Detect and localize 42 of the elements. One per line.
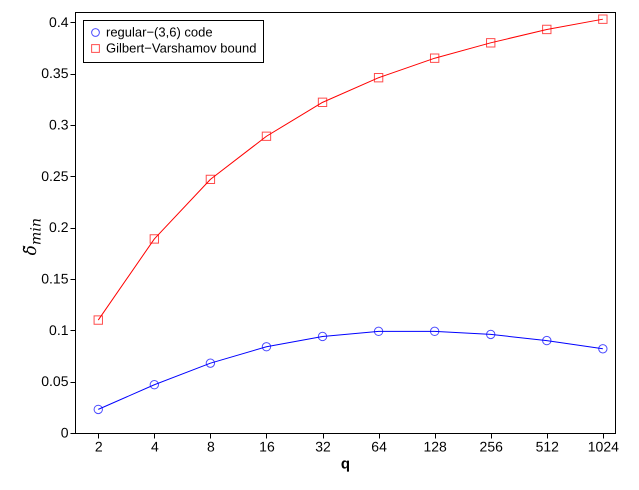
- x-tick-label: 512: [536, 438, 560, 454]
- point: [598, 344, 608, 354]
- point: [94, 404, 103, 414]
- x-tick-label: 2: [94, 438, 103, 454]
- point: [542, 24, 552, 34]
- x-tick-label: 32: [315, 438, 332, 454]
- point: [150, 380, 160, 390]
- x-tick-label: 128: [423, 438, 448, 454]
- x-tick-label: 8: [207, 438, 215, 454]
- legend-label: regular−(3,6) code: [106, 24, 213, 40]
- y-tick-label: 0: [60, 424, 69, 440]
- x-tick-label: 16: [259, 438, 275, 454]
- point: [94, 315, 103, 325]
- y-tick-label: 0.3: [49, 116, 69, 132]
- point: [206, 174, 216, 184]
- point: [430, 326, 440, 336]
- point: [598, 14, 608, 24]
- point: [430, 54, 440, 63]
- point: [318, 98, 328, 108]
- point: [374, 326, 384, 336]
- x-tick-label: 64: [371, 438, 388, 454]
- point: [542, 336, 552, 346]
- y-tick-label: 0.4: [49, 14, 69, 30]
- y-tick-label: 0.1: [49, 322, 69, 338]
- y-tick-label: 0.05: [41, 373, 69, 390]
- legend-label: Gilbert−Varshamov bound: [106, 40, 256, 56]
- point: [374, 73, 384, 82]
- point: [486, 38, 496, 48]
- point: [262, 132, 272, 141]
- point: [150, 234, 160, 244]
- x-tick-label: 256: [480, 438, 504, 454]
- y-tick-label: 0.25: [41, 168, 69, 184]
- y-tick-label: 0.35: [41, 65, 69, 82]
- x-tick-label: 1024: [588, 438, 620, 454]
- x-axis-title: q: [340, 456, 350, 472]
- point: [262, 342, 272, 352]
- y-tick-label: 0.2: [49, 219, 69, 236]
- y-tick-label: 0.15: [41, 270, 69, 286]
- point: [206, 358, 216, 368]
- point: [318, 332, 328, 342]
- point: [486, 330, 496, 340]
- x-tick-label: 4: [150, 438, 159, 454]
